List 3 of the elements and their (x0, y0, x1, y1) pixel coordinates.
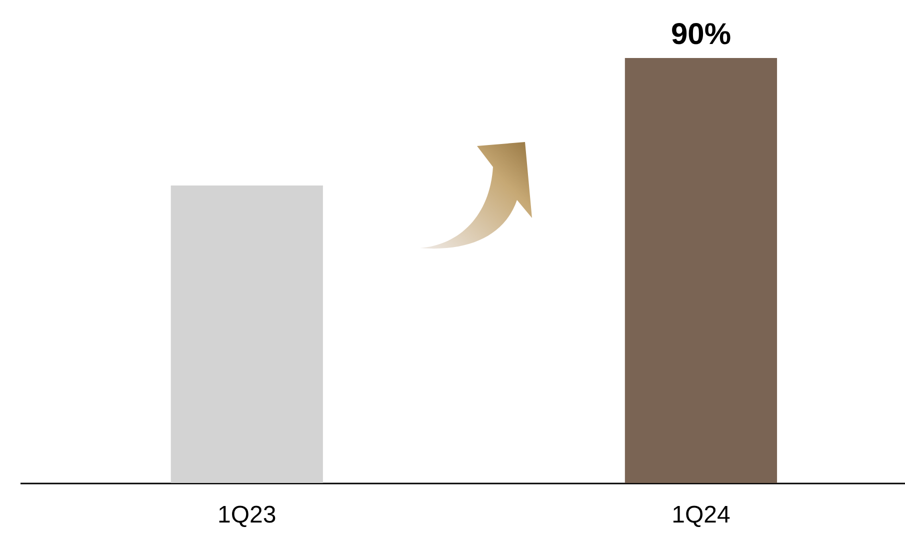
x-tick-label: 1Q23 (218, 502, 276, 528)
data-label: 90% (670, 18, 731, 51)
x-tick-label: 1Q24 (672, 502, 730, 528)
